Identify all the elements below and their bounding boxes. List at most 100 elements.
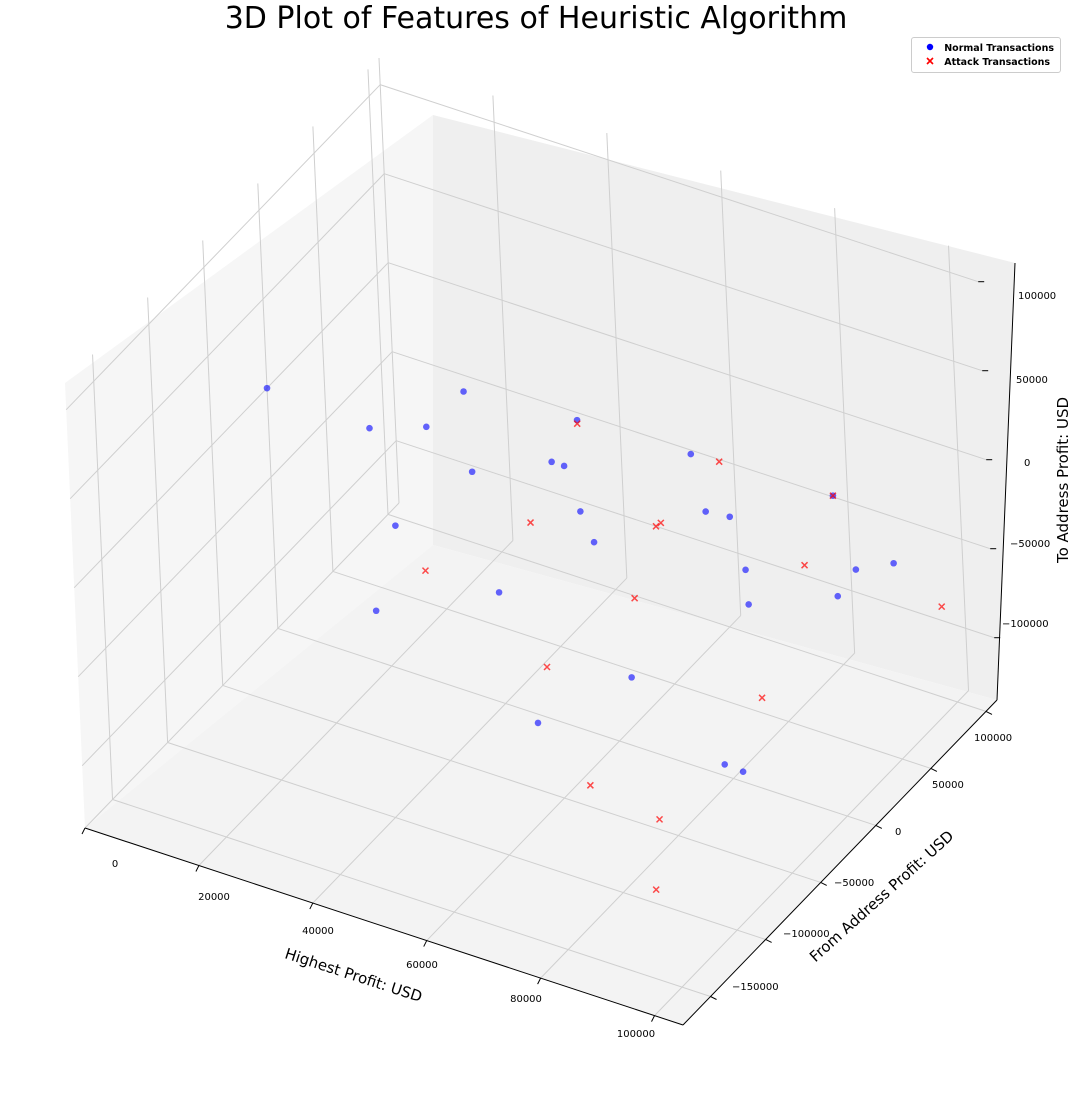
y-tick (875, 824, 883, 829)
y-tick-label: −100000 (783, 929, 830, 940)
left-pane (65, 115, 433, 828)
normal-transaction-point (423, 423, 430, 431)
side-grid-line (312, 126, 334, 572)
x-tick-label: 80000 (510, 994, 542, 1005)
legend-label-attack: Attack Transactions (944, 56, 1051, 68)
normal-transaction-point (495, 589, 503, 596)
attack-transaction-point (652, 522, 660, 530)
normal-transaction-point (392, 522, 399, 529)
normal-transaction-point (742, 566, 749, 574)
side-grid-line (257, 183, 279, 629)
side-grid-line (65, 84, 381, 411)
normal-transaction-point (560, 462, 568, 470)
y-tick (765, 939, 772, 943)
normal-transaction-point (372, 607, 380, 615)
y-axis-line (682, 699, 998, 1026)
z-tick-label: −50000 (1010, 539, 1050, 550)
attack-transaction-point (586, 781, 594, 789)
y-tick-label: 50000 (932, 780, 964, 791)
legend-item-attack: Attack Transactions (920, 55, 1054, 69)
side-grid-line (92, 354, 114, 800)
x-axis-label: Highest Profit: USD (283, 945, 425, 1006)
y-tick (985, 710, 993, 715)
floor-grid-line (198, 540, 514, 866)
x-tick-label: 20000 (198, 892, 230, 903)
normal-transaction-point (548, 458, 555, 466)
y-tick-label: −50000 (834, 878, 874, 889)
floor-grid-line (167, 741, 766, 940)
normal-transaction-point (687, 450, 695, 458)
chart-title: 3D Plot of Features of Heuristic Algorit… (224, 1, 848, 36)
side-grid-line (147, 297, 169, 743)
z-tick-label: 0 (1024, 458, 1030, 469)
floor-grid-line (277, 627, 876, 826)
attack-transaction-point (656, 815, 664, 823)
back-pane (433, 115, 1015, 700)
normal-transaction-point (263, 384, 271, 392)
z-tick-label: −100000 (1002, 619, 1049, 630)
legend: Normal Transactions Attack Transactions (911, 37, 1061, 73)
normal-transaction-point (890, 559, 897, 567)
normal-transaction-point (834, 592, 842, 600)
attack-transaction-point (527, 519, 535, 527)
y-tick-label: 100000 (974, 733, 1012, 744)
side-grid-line (77, 351, 393, 678)
y-tick (710, 996, 717, 1000)
back-grid-line (380, 84, 979, 283)
back-grid-line (948, 245, 970, 691)
y-tick-labels: −150000 −100000 −50000 0 50000 100000 (732, 733, 1012, 993)
back-grid-line (720, 170, 742, 616)
y-tick-label: 0 (895, 827, 901, 838)
x-tick (81, 827, 86, 835)
legend-circle-marker (920, 43, 940, 54)
z-tick-label: 100000 (1018, 291, 1056, 302)
side-grid-line (69, 173, 385, 500)
normal-transaction-point (745, 601, 752, 608)
floor-grid-line (426, 615, 742, 941)
y-tick (930, 767, 938, 772)
tick-marks (81, 281, 1001, 1022)
back-grid-line (606, 133, 628, 579)
x-tick-label: 0 (112, 859, 118, 870)
scatter-points (263, 384, 946, 894)
back-grid-line (492, 95, 514, 541)
attack-transaction-point (631, 594, 639, 602)
attack-transaction-point (715, 458, 723, 466)
floor-grid-line (112, 799, 711, 997)
attack-transaction-point (829, 492, 837, 500)
back-grid-line (834, 208, 856, 654)
normal-transaction-point (366, 424, 373, 432)
x-tick-label: 60000 (406, 960, 438, 971)
back-grid-line (396, 440, 995, 639)
x-tick (309, 902, 314, 910)
normal-transaction-point (726, 513, 734, 521)
y-tick-label: −150000 (732, 982, 779, 993)
legend-x-marker (920, 56, 940, 68)
side-grid-line (367, 69, 389, 515)
normal-transaction-point (460, 388, 467, 395)
normal-transaction-point (590, 538, 598, 546)
normal-transaction-point (739, 768, 747, 776)
normal-transaction-point (534, 719, 542, 727)
z-axis-label: To Address Profit: USD (1054, 397, 1072, 564)
side-grid-line (81, 440, 397, 767)
z-tick-labels: −100000 −50000 0 50000 100000 (1002, 291, 1056, 630)
floor-pane (85, 545, 997, 1025)
x-tick (195, 865, 200, 872)
legend-label-normal: Normal Transactions (944, 42, 1054, 54)
x-tick-labels: 0 20000 40000 60000 80000 100000 (112, 859, 655, 1040)
grid-lines (65, 57, 995, 1016)
side-grid-line (73, 262, 389, 589)
axes (84, 262, 1016, 1026)
normal-transaction-point (468, 468, 476, 476)
x-axis-line (84, 827, 684, 1026)
floor-grid-line (540, 652, 855, 979)
normal-transaction-point (628, 674, 635, 681)
attack-transaction-point (758, 694, 766, 702)
z-tick-label: 50000 (1016, 375, 1048, 386)
z-axis-line (996, 262, 1016, 701)
legend-item-normal: Normal Transactions (920, 41, 1054, 55)
back-grid-line (384, 173, 983, 372)
normal-transaction-point (577, 508, 584, 515)
